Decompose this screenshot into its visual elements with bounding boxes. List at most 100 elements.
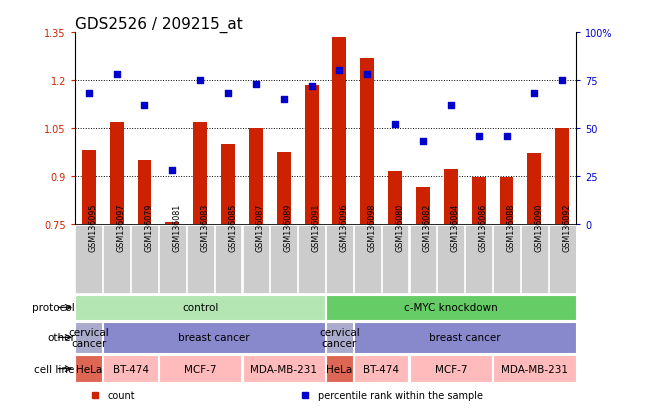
- Bar: [76, 322, 102, 353]
- Text: GSM136083: GSM136083: [201, 204, 209, 252]
- Text: GSM136079: GSM136079: [145, 204, 154, 252]
- Point: [390, 121, 400, 128]
- Text: GSM136091: GSM136091: [312, 204, 320, 252]
- Bar: [381, 225, 408, 293]
- Text: cervical
cancer: cervical cancer: [319, 327, 360, 348]
- Bar: [159, 225, 186, 293]
- Text: MDA-MB-231: MDA-MB-231: [501, 364, 568, 374]
- Bar: [437, 225, 464, 293]
- Text: cervical
cancer: cervical cancer: [68, 327, 109, 348]
- Text: GSM136080: GSM136080: [395, 204, 404, 252]
- Point: [557, 78, 568, 84]
- Bar: [388, 171, 402, 224]
- Text: GSM136087: GSM136087: [256, 204, 265, 252]
- Point: [529, 91, 540, 97]
- Text: GSM136084: GSM136084: [450, 204, 460, 252]
- Point: [195, 78, 206, 84]
- Bar: [76, 295, 325, 320]
- Bar: [409, 225, 436, 293]
- Text: c-MYC knockdown: c-MYC knockdown: [404, 303, 498, 313]
- Text: GSM136098: GSM136098: [367, 204, 376, 252]
- Point: [307, 83, 317, 90]
- Point: [83, 91, 94, 97]
- Bar: [499, 178, 514, 224]
- Bar: [159, 355, 242, 382]
- Text: GSM136088: GSM136088: [506, 204, 516, 252]
- Point: [501, 133, 512, 140]
- Bar: [416, 188, 430, 224]
- Text: GSM136086: GSM136086: [478, 204, 488, 252]
- Bar: [333, 38, 346, 224]
- Bar: [360, 59, 374, 224]
- Point: [418, 139, 428, 145]
- Text: cell line: cell line: [35, 364, 75, 374]
- Bar: [137, 160, 152, 224]
- Bar: [326, 322, 353, 353]
- Bar: [243, 225, 270, 293]
- Bar: [298, 225, 325, 293]
- Text: HeLa: HeLa: [76, 364, 102, 374]
- Text: protocol: protocol: [32, 303, 75, 313]
- Text: MCF-7: MCF-7: [184, 364, 216, 374]
- Text: GSM136082: GSM136082: [423, 204, 432, 252]
- Bar: [76, 225, 102, 293]
- Bar: [243, 355, 325, 382]
- Bar: [193, 122, 207, 224]
- Text: GSM136085: GSM136085: [228, 204, 237, 252]
- Text: GSM136095: GSM136095: [89, 204, 98, 252]
- Text: breast cancer: breast cancer: [178, 332, 250, 342]
- Bar: [109, 122, 124, 224]
- Text: GSM136097: GSM136097: [117, 204, 126, 252]
- Text: GSM136090: GSM136090: [534, 204, 544, 252]
- Bar: [549, 225, 575, 293]
- Point: [111, 72, 122, 78]
- Bar: [409, 355, 492, 382]
- Bar: [354, 225, 381, 293]
- Bar: [221, 145, 235, 224]
- Bar: [555, 128, 569, 224]
- Point: [251, 81, 261, 88]
- Bar: [305, 85, 318, 224]
- Bar: [187, 225, 214, 293]
- Bar: [326, 355, 353, 382]
- Bar: [472, 178, 486, 224]
- Point: [473, 133, 484, 140]
- Bar: [354, 322, 575, 353]
- Text: GSM136089: GSM136089: [284, 204, 293, 252]
- Bar: [444, 170, 458, 224]
- Bar: [354, 355, 408, 382]
- Point: [279, 97, 289, 103]
- Text: BT-474: BT-474: [113, 364, 148, 374]
- Point: [334, 68, 344, 75]
- Bar: [527, 154, 542, 224]
- Text: GDS2526 / 209215_at: GDS2526 / 209215_at: [75, 17, 243, 33]
- Bar: [131, 225, 158, 293]
- Text: BT-474: BT-474: [363, 364, 399, 374]
- Text: MCF-7: MCF-7: [435, 364, 467, 374]
- Bar: [104, 322, 325, 353]
- Text: percentile rank within the sample: percentile rank within the sample: [318, 390, 483, 400]
- Point: [139, 102, 150, 109]
- Point: [223, 91, 233, 97]
- Text: other: other: [47, 332, 75, 342]
- Bar: [104, 225, 130, 293]
- Bar: [493, 355, 575, 382]
- Point: [362, 72, 372, 78]
- Bar: [521, 225, 547, 293]
- Bar: [465, 225, 492, 293]
- Bar: [249, 128, 263, 224]
- Text: control: control: [182, 303, 218, 313]
- Bar: [326, 295, 575, 320]
- Text: HeLa: HeLa: [326, 364, 353, 374]
- Bar: [270, 225, 297, 293]
- Text: breast cancer: breast cancer: [429, 332, 501, 342]
- Bar: [165, 223, 179, 224]
- Bar: [277, 152, 291, 224]
- Bar: [326, 225, 353, 293]
- Text: GSM136092: GSM136092: [562, 204, 571, 252]
- Text: count: count: [107, 390, 135, 400]
- Bar: [76, 355, 102, 382]
- Bar: [215, 225, 242, 293]
- Text: GSM136096: GSM136096: [339, 204, 348, 252]
- Point: [167, 167, 178, 174]
